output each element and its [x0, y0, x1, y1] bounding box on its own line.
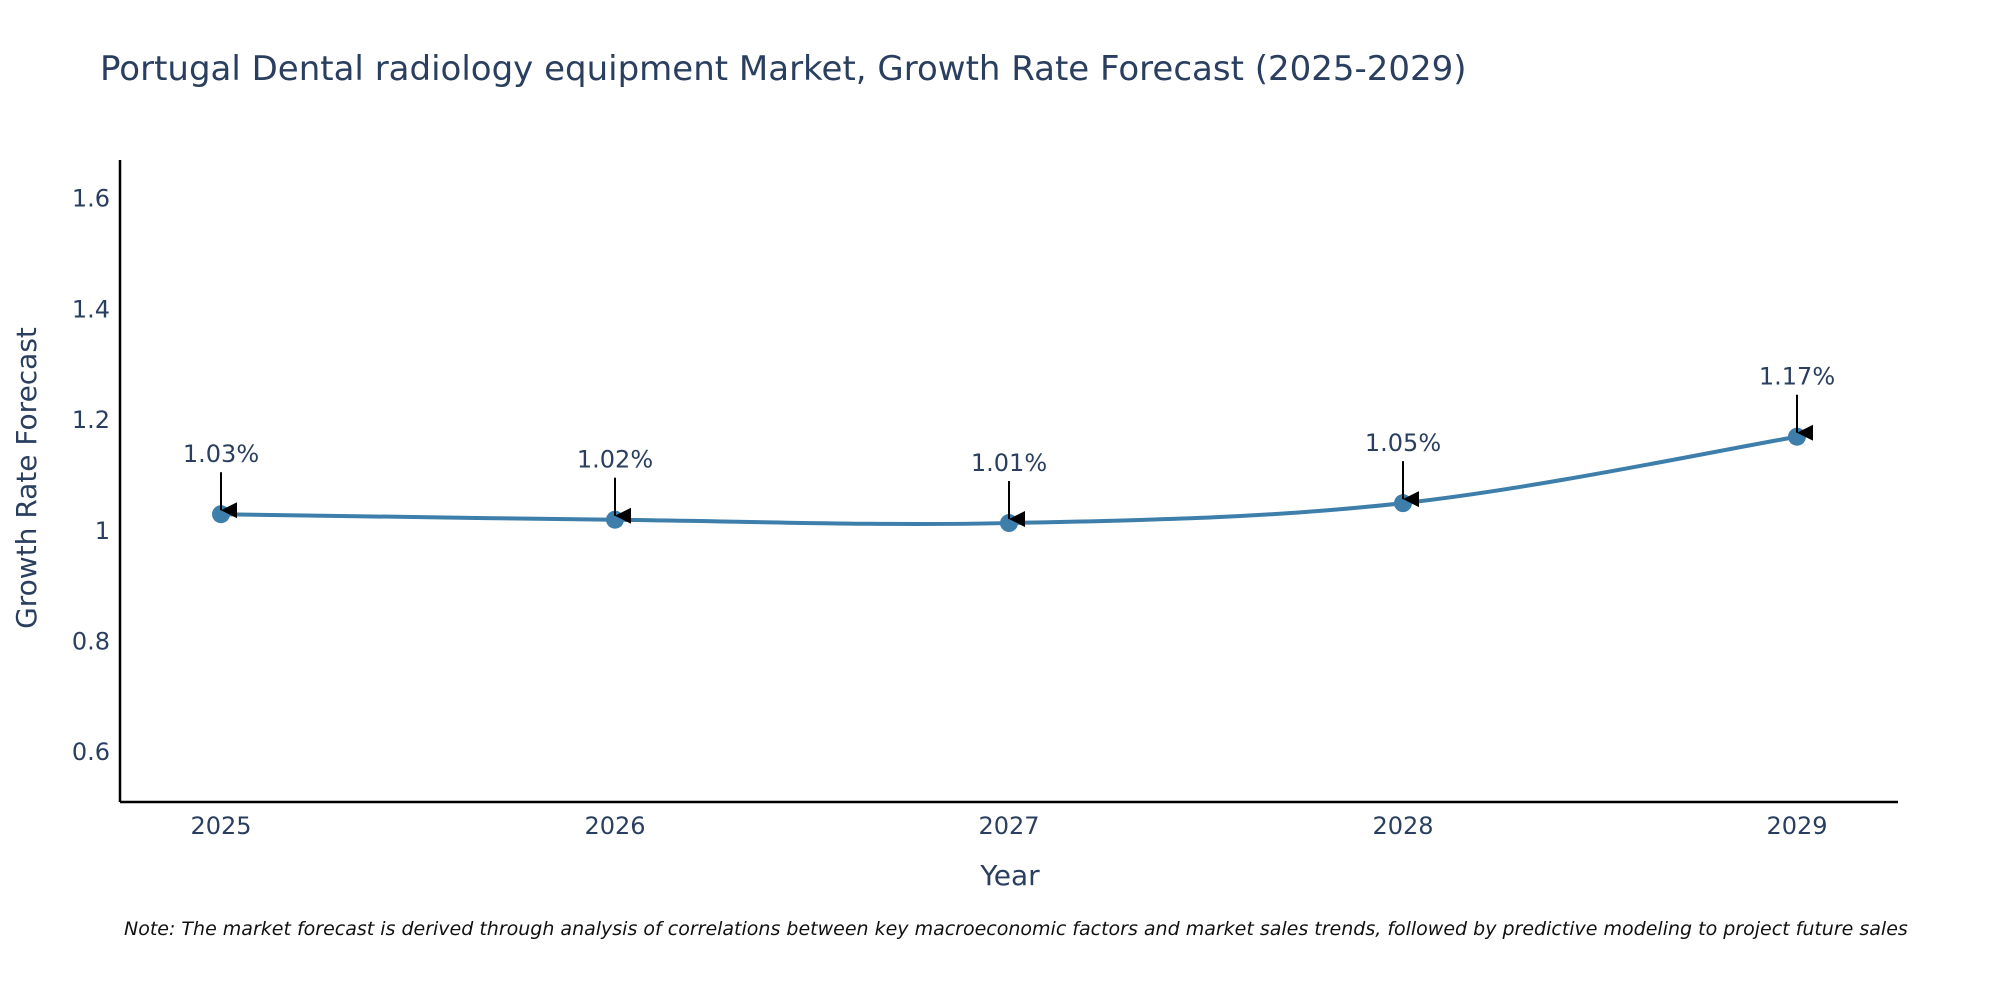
chart-title: Portugal Dental radiology equipment Mark…	[100, 49, 1467, 89]
data-label: 1.17%	[1759, 363, 1835, 391]
y-tick-label: 1.6	[72, 185, 110, 213]
x-axis-title: Year	[979, 859, 1040, 892]
y-tick-label: 1.4	[72, 295, 110, 323]
x-tick-label: 2027	[978, 812, 1039, 840]
footnote: Note: The market forecast is derived thr…	[124, 918, 1908, 940]
x-tick-label: 2026	[584, 812, 645, 840]
x-tick-label: 2029	[1766, 812, 1827, 840]
x-tick-label: 2025	[190, 812, 251, 840]
y-tick-label: 1.2	[72, 406, 110, 434]
x-axis-ticks: 2025 2026 2027 2028 2029	[190, 812, 1827, 840]
data-label: 1.05%	[1365, 429, 1441, 457]
data-label: 1.03%	[183, 440, 259, 468]
y-tick-label: 1	[95, 517, 110, 545]
data-label: 1.02%	[577, 446, 653, 474]
data-labels: 1.03% 1.02% 1.01% 1.05% 1.17%	[183, 363, 1835, 528]
y-tick-label: 0.8	[72, 628, 110, 656]
data-label: 1.01%	[971, 449, 1047, 477]
y-tick-label: 0.6	[72, 738, 110, 766]
y-axis-ticks: 0.6 0.8 1 1.2 1.4 1.6	[72, 185, 110, 766]
x-tick-label: 2028	[1372, 812, 1433, 840]
y-axis-title: Growth Rate Forecast	[10, 327, 43, 629]
